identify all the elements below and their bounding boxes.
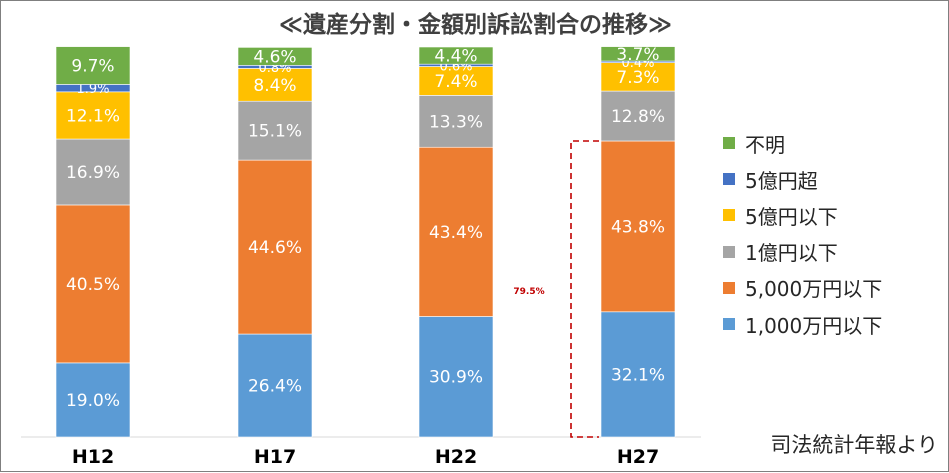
data-label: 12.8% bbox=[611, 107, 665, 127]
bar-segment-h12-s2 bbox=[55, 138, 131, 206]
data-label: 26.4% bbox=[248, 377, 302, 397]
bar-segment-h12-s5 bbox=[55, 46, 131, 85]
annotation-bracket bbox=[570, 140, 599, 438]
legend-label: 1億円以下 bbox=[745, 241, 838, 266]
bar-segment-h17-s1 bbox=[237, 159, 313, 335]
legend-label: 5億円超 bbox=[745, 168, 818, 193]
legend-swatch bbox=[723, 173, 735, 186]
annotation-label: 79.5% bbox=[513, 287, 544, 297]
legend-item-under-500m: 5億円以下 bbox=[723, 197, 882, 233]
data-label: 15.1% bbox=[248, 122, 302, 142]
bar-segment-h27-s3 bbox=[600, 62, 676, 92]
data-label: 43.4% bbox=[429, 223, 483, 243]
bar-segment-h17-s2 bbox=[237, 100, 313, 161]
legend-label: 不明 bbox=[745, 132, 785, 157]
bar-segment-h12-s0 bbox=[55, 362, 131, 438]
legend-item-unknown: 不明 bbox=[723, 125, 882, 161]
data-label: 44.6% bbox=[248, 238, 302, 258]
source-note: 司法統計年報より bbox=[770, 433, 938, 457]
x-tick-label: H12 bbox=[72, 446, 114, 468]
legend-swatch bbox=[723, 281, 735, 294]
data-label: 4.6% bbox=[253, 47, 296, 67]
data-label: 43.8% bbox=[611, 217, 665, 237]
bar-segment-h17-s3 bbox=[237, 68, 313, 102]
bar-segment-h27-s2 bbox=[600, 90, 676, 142]
legend-item-under-50m: 5,000万円以下 bbox=[723, 270, 882, 306]
bar-segment-h12-s3 bbox=[55, 91, 131, 140]
legend-swatch bbox=[723, 137, 735, 150]
data-label: 32.1% bbox=[611, 365, 665, 385]
data-label: 1.9% bbox=[76, 82, 109, 97]
bar-segment-h27-s1 bbox=[600, 140, 676, 313]
data-label: 7.4% bbox=[434, 72, 477, 92]
legend-swatch bbox=[723, 209, 735, 222]
bar-segment-h22-s3 bbox=[418, 66, 494, 96]
legend-item-under-10m: 1,000万円以下 bbox=[723, 306, 882, 342]
legend: 不明 5億円超 5億円以下 1億円以下 5,000万円以下 1,000万円以下 bbox=[723, 125, 882, 342]
legend-label: 5,000万円以下 bbox=[745, 277, 883, 302]
data-label: 12.1% bbox=[66, 106, 120, 126]
x-tick-label: H17 bbox=[254, 446, 296, 468]
data-label: 13.3% bbox=[429, 112, 483, 132]
bar-segment-h27-s5 bbox=[600, 46, 676, 62]
legend-swatch bbox=[723, 318, 735, 331]
data-label: 16.9% bbox=[66, 163, 120, 183]
legend-item-under-100m: 1億円以下 bbox=[723, 234, 882, 270]
legend-swatch bbox=[723, 245, 735, 258]
chart-title: ≪遺産分割・金額別訴訟割合の推移≫ bbox=[278, 12, 673, 38]
data-label: 3.7% bbox=[616, 45, 659, 65]
bar-segment-h22-s1 bbox=[418, 146, 494, 317]
data-label: 19.0% bbox=[66, 391, 120, 411]
data-label: 40.5% bbox=[66, 275, 120, 295]
data-label: 9.7% bbox=[71, 57, 114, 77]
data-label: 4.4% bbox=[434, 47, 477, 67]
data-label: 8.4% bbox=[253, 76, 296, 96]
data-label: 7.3% bbox=[616, 68, 659, 88]
bar-segment-h17-s0 bbox=[237, 333, 313, 438]
data-label: 30.9% bbox=[429, 368, 483, 388]
legend-label: 1,000万円以下 bbox=[745, 313, 883, 338]
x-tick-label: H22 bbox=[435, 446, 477, 468]
bar-segment-h17-s5 bbox=[237, 47, 313, 66]
bar-segment-h22-s2 bbox=[418, 95, 494, 148]
bar-segment-h22-s5 bbox=[418, 46, 494, 65]
x-tick-label: H27 bbox=[617, 446, 659, 468]
legend-item-over-500m: 5億円超 bbox=[723, 161, 882, 197]
bar-segment-h27-s0 bbox=[600, 311, 676, 438]
bar-segment-h22-s0 bbox=[418, 316, 494, 438]
legend-label: 5億円以下 bbox=[745, 204, 838, 229]
